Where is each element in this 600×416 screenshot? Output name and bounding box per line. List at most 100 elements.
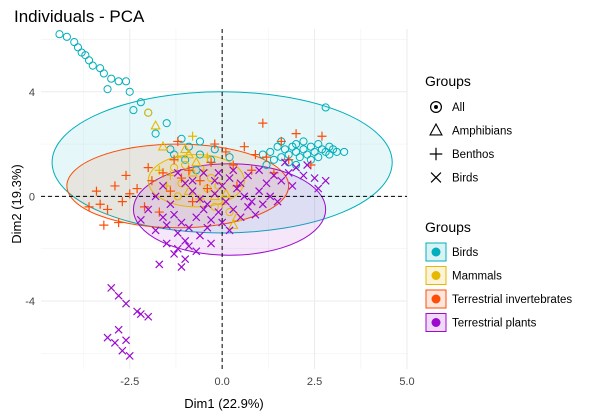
data-point-terrestrial-plants [232, 184, 241, 193]
color-legend-label: Mammals [452, 271, 502, 283]
data-point-birds [162, 119, 171, 128]
data-point-terrestrial-invertebrates [202, 183, 212, 194]
data-point-terrestrial-invertebrates [176, 173, 187, 183]
data-point-terrestrial-plants [181, 255, 190, 264]
data-point-terrestrial-plants [173, 229, 182, 237]
axis-ticks: -2.5 0.0 2.5 5.0 -4 0 4 [25, 87, 414, 388]
data-point-terrestrial-plants [251, 210, 260, 219]
data-point-mammals [220, 187, 232, 198]
data-point-terrestrial-plants [199, 205, 208, 214]
data-point-terrestrial-plants [207, 239, 216, 248]
data-point-terrestrial-invertebrates [99, 220, 109, 230]
shape-legend-label: Birds [452, 173, 478, 185]
data-point-terrestrial-plants [136, 310, 145, 319]
x-axis-label: Dim1 (22.9%) [184, 396, 263, 411]
legend-triangle-icon [429, 122, 443, 136]
legend-plus-icon [429, 147, 443, 161]
data-point-terrestrial-plants [195, 195, 204, 203]
data-point-terrestrial-invertebrates [125, 189, 135, 199]
legend-circle-dot-icon [430, 100, 443, 113]
data-point-terrestrial-invertebrates [173, 136, 183, 147]
data-point-terrestrial-plants [314, 184, 323, 193]
data-point-terrestrial-plants [151, 192, 160, 201]
data-point-terrestrial-invertebrates [158, 168, 168, 178]
shape-legend-label: Amphibians [452, 126, 512, 138]
data-point-terrestrial-plants [177, 263, 186, 271]
data-point-terrestrial-plants [122, 299, 131, 308]
data-point-terrestrial-plants [159, 213, 167, 222]
data-point-terrestrial-invertebrates [258, 118, 268, 128]
data-point-terrestrial-plants [244, 171, 253, 180]
data-point-birds [277, 153, 286, 162]
color-legend-label: Terrestrial plants [452, 318, 537, 330]
legend-color-dot-icon [431, 318, 441, 327]
data-point-mammals [191, 156, 202, 167]
shape-legend-label: All [452, 102, 465, 114]
y-axis-label: Dim2 (19.3%) [9, 164, 24, 243]
data-point-terrestrial-invertebrates [284, 155, 294, 165]
data-point-birds [340, 147, 349, 156]
data-point-terrestrial-invertebrates [317, 131, 327, 141]
data-point-terrestrial-plants [151, 226, 160, 235]
data-point-terrestrial-plants [207, 215, 216, 224]
data-point-terrestrial-invertebrates [143, 163, 153, 173]
data-point-terrestrial-plants [144, 205, 153, 214]
data-point-mammals [181, 160, 190, 170]
data-point-terrestrial-plants [125, 351, 134, 360]
shape-legend: Groups All Amphibians Benthos Birds [425, 73, 512, 185]
data-point-terrestrial-invertebrates [261, 152, 272, 162]
shape-legend-item: Benthos [429, 147, 494, 161]
data-point-terrestrial-invertebrates [110, 181, 120, 191]
data-point-birds [151, 129, 160, 138]
data-point-birds [62, 32, 71, 41]
data-point-birds [225, 153, 234, 162]
data-point-terrestrial-plants [173, 244, 182, 253]
data-point-terrestrial-invertebrates [121, 170, 131, 181]
data-point-terrestrial-plants [255, 187, 264, 196]
reference-lines [41, 29, 407, 369]
data-point-terrestrial-plants [288, 181, 297, 190]
data-point-terrestrial-plants [281, 158, 289, 167]
data-point-birds [325, 142, 334, 151]
data-point-terrestrial-plants [159, 181, 167, 190]
data-point-birds [269, 155, 278, 164]
data-point-terrestrial-plants [229, 205, 238, 214]
data-point-terrestrial-invertebrates [250, 149, 260, 160]
data-point-terrestrial-plants [310, 174, 319, 183]
color-legend-label: Terrestrial invertebrates [452, 294, 572, 306]
data-point-birds [299, 137, 308, 146]
data-point-terrestrial-plants [236, 179, 245, 188]
color-legend-item: Birds [425, 242, 478, 262]
data-point-terrestrial-invertebrates [184, 165, 194, 175]
data-point-terrestrial-plants [136, 215, 145, 224]
data-point-birds [107, 74, 116, 83]
data-point-terrestrial-plants [110, 338, 119, 347]
data-point-terrestrial-plants [218, 218, 227, 227]
data-point-terrestrial-plants [269, 171, 278, 180]
shape-legend-item: All [430, 100, 465, 114]
x-tick-label: 0.0 [215, 376, 230, 388]
data-point-terrestrial-plants [192, 213, 201, 222]
data-point-terrestrial-plants [221, 197, 230, 206]
data-point-mammals [188, 131, 198, 141]
data-point-terrestrial-plants [188, 187, 197, 196]
data-points [55, 30, 349, 360]
data-point-terrestrial-invertebrates [165, 186, 175, 196]
data-point-terrestrial-plants [255, 166, 264, 175]
data-point-mammals [144, 108, 153, 117]
data-point-terrestrial-invertebrates [247, 165, 257, 175]
data-point-terrestrial-plants [258, 200, 267, 209]
data-point-terrestrial-invertebrates [117, 197, 127, 207]
data-point-mammals [165, 170, 175, 181]
data-point-terrestrial-invertebrates [102, 204, 113, 215]
data-point-terrestrial-plants [210, 189, 219, 198]
data-point-terrestrial-plants [218, 181, 227, 190]
data-point-terrestrial-plants [262, 179, 271, 188]
data-point-mammals [173, 192, 182, 201]
data-point-mammals [202, 152, 212, 162]
data-point-terrestrial-plants [303, 161, 312, 169]
data-point-terrestrial-plants [210, 176, 219, 185]
data-point-terrestrial-plants [225, 174, 234, 183]
data-point-terrestrial-plants [166, 200, 175, 209]
